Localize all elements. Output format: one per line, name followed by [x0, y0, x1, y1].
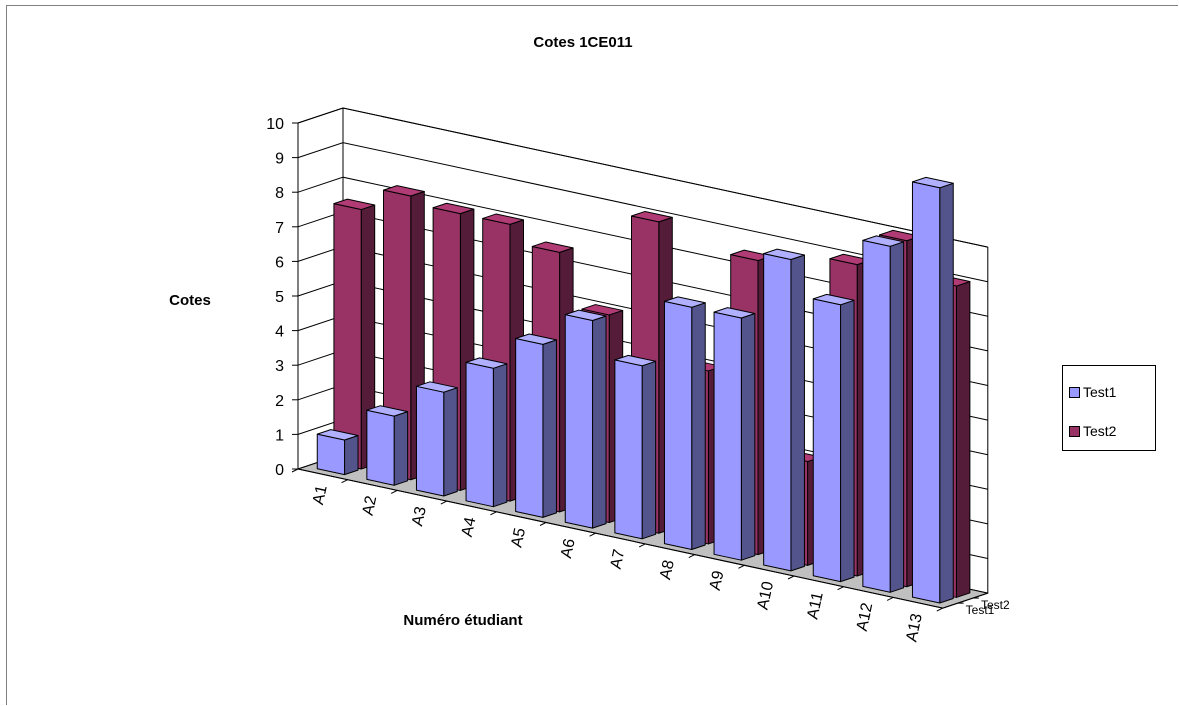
- x-tick-label: A2: [360, 494, 381, 517]
- x-tick-mark: [341, 479, 348, 484]
- x-tick-label: A3: [409, 505, 430, 528]
- bar-test1-a12: [862, 235, 905, 593]
- depth-axis: [942, 592, 988, 609]
- x-tick-mark: [787, 575, 795, 580]
- gridline: [297, 107, 988, 248]
- bar-test1-a7: [614, 354, 657, 540]
- x-tick-label: A6: [558, 537, 579, 560]
- legend-label-test1: Test1: [1083, 384, 1117, 400]
- x-tick-mark: [390, 489, 398, 494]
- x-tick-label: A1: [310, 484, 331, 507]
- x-tick-mark: [738, 564, 745, 569]
- x-tick-mark: [291, 468, 299, 473]
- depth-tick-label: Test2: [981, 598, 1010, 612]
- y-tick-label: 7: [275, 220, 284, 237]
- legend-item-test2: Test2: [1069, 422, 1116, 440]
- x-tick-label: A10: [755, 580, 778, 611]
- bar-test1-a13: [911, 176, 954, 604]
- x-tick-mark: [490, 511, 497, 516]
- y-tick-label: 2: [275, 393, 284, 410]
- chart-title: Cotes 1CE011: [533, 34, 632, 51]
- bar-test1-a11: [812, 293, 855, 583]
- bar-test1-a10: [763, 248, 805, 572]
- y-tick-label: 8: [275, 185, 284, 202]
- legend: Test1 Test2: [1062, 365, 1156, 451]
- x-tick-mark: [936, 607, 944, 612]
- legend-label-test2: Test2: [1083, 423, 1117, 439]
- x-tick-mark: [638, 543, 646, 548]
- x-tick-label: A4: [459, 516, 480, 539]
- y-tick-label: 9: [275, 151, 284, 168]
- x-tick-mark: [688, 554, 696, 559]
- depth-tick-label: Test1: [966, 603, 995, 617]
- x-tick-label: A9: [707, 569, 728, 592]
- y-axis-title: Cotes: [169, 292, 211, 309]
- bar-test1-a9: [713, 307, 756, 561]
- legend-item-test1: Test1: [1069, 383, 1116, 401]
- x-tick-mark: [589, 532, 596, 537]
- y-tick-label: 10: [266, 116, 284, 133]
- bar-test1-a2: [366, 405, 409, 486]
- x-axis: [297, 468, 943, 609]
- bar-test1-a1: [316, 429, 359, 476]
- x-tick-label: A5: [508, 526, 529, 549]
- y-tick-label: 4: [275, 324, 284, 341]
- x-tick-mark: [440, 500, 448, 505]
- chart-frame: 0 1 2 3 4 5 6 7 8 9 10 A1 A2 A3 A4 A5 A6 A7 A8 A9 A10 A11 A12 A…: [6, 5, 1178, 705]
- x-tick-label: A13: [903, 612, 926, 643]
- x-axis-title: Numéro étudiant: [403, 612, 522, 629]
- x-tick-label: A11: [804, 591, 826, 621]
- chart-canvas: 0 1 2 3 4 5 6 7 8 9 10 A1 A2 A3 A4 A5 A6 A7 A8 A9 A10 A11 A12 A…: [169, 34, 1010, 643]
- x-tick-mark: [837, 586, 844, 591]
- gridline: [297, 142, 988, 283]
- bar-test1-a5: [515, 333, 557, 518]
- x-tick-label: A8: [657, 558, 678, 581]
- bar-test1-a3: [415, 381, 458, 497]
- bar-test1-a4: [465, 357, 508, 508]
- legend-swatch-test2: [1069, 425, 1080, 437]
- x-tick-label: A7: [608, 548, 629, 571]
- y-tick-label: 5: [275, 289, 284, 306]
- x-tick-mark: [886, 596, 894, 601]
- legend-swatch-test1: [1069, 386, 1080, 398]
- bar-test1-a6: [564, 309, 607, 529]
- y-tick-label: 0: [275, 462, 284, 479]
- x-tick-label: A12: [854, 601, 877, 632]
- y-tick-label: 3: [275, 358, 284, 375]
- y-tick-label: 6: [275, 254, 284, 271]
- x-tick-mark: [539, 522, 547, 526]
- y-tick-label: 1: [275, 427, 284, 444]
- bar-test1-a8: [663, 296, 706, 550]
